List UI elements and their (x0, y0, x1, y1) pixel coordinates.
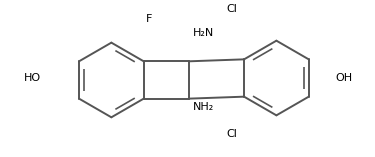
Text: HO: HO (24, 73, 40, 83)
Text: F: F (146, 14, 152, 24)
Text: NH₂: NH₂ (193, 103, 214, 112)
Text: OH: OH (335, 73, 352, 83)
Text: H₂N: H₂N (193, 28, 214, 38)
Text: Cl: Cl (227, 129, 238, 139)
Text: Cl: Cl (227, 4, 238, 14)
